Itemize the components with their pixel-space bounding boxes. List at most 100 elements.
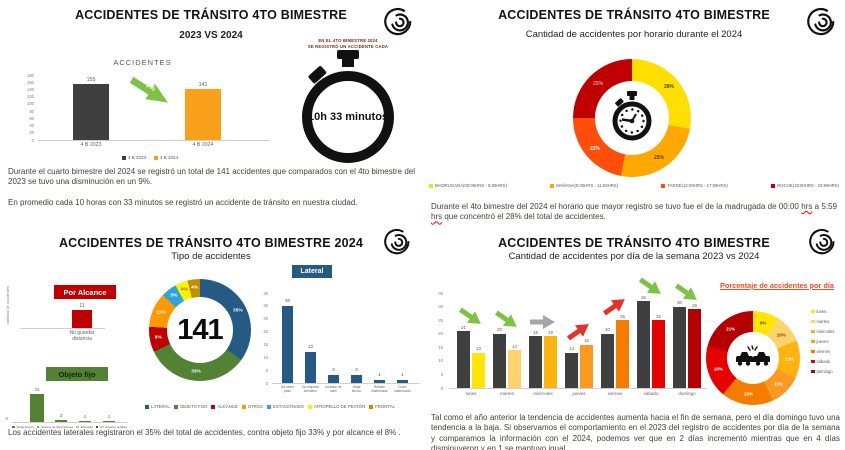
bar xyxy=(282,305,293,383)
tipo-legend: LATERAL OBJETO FIJO ALCANCE OTROS ESTACIONAD… xyxy=(120,404,420,409)
legend-swatch xyxy=(76,425,79,429)
legend-swatch xyxy=(121,155,126,160)
legend-label: OTROS xyxy=(247,404,264,409)
bar-category: No ceder paso xyxy=(281,385,294,393)
stopwatch-caption: EN EL 4TO BIMESTRE 2024 SE REGISTRÓ UN A… xyxy=(292,38,404,51)
legend-swatch xyxy=(308,404,313,409)
text-run: que concentró el 28% del total de accide… xyxy=(442,212,606,222)
y-tick: 120 xyxy=(27,94,34,100)
bar-value: 13 xyxy=(476,346,481,352)
donut-segment-label: 8% xyxy=(154,335,162,341)
bar-value: 20 xyxy=(605,327,610,333)
stopwatch-caption-line1: EN EL 4TO BIMESTRE 2024 xyxy=(318,38,378,43)
clock-stopwatch-icon xyxy=(609,90,655,147)
legend-item: NOCHE(18:00HRS - 23:59HRS) xyxy=(771,183,839,188)
trend-arrow-down xyxy=(672,279,702,307)
legend-item: viernes xyxy=(811,349,834,354)
legend-swatch xyxy=(145,404,150,409)
bar-value: 32 xyxy=(641,294,646,300)
y-tick: 0 xyxy=(440,385,443,391)
page-subtitle: Tipo de accidentes xyxy=(171,251,251,262)
bar xyxy=(79,421,91,422)
bar-category: 4 B 2023 xyxy=(80,142,102,148)
bar-2024 xyxy=(652,320,665,388)
bar-value: 25 xyxy=(620,313,625,319)
axis-baseline xyxy=(12,422,128,423)
callout-lateral: Lateral xyxy=(292,265,332,278)
bar-2024 xyxy=(580,344,593,388)
bar-2023 xyxy=(493,333,506,388)
weekday-label: miércoles xyxy=(533,391,553,396)
trend-arrow-up xyxy=(564,317,594,345)
donut-segment-label: 35% xyxy=(233,308,243,314)
weekday-label: lunes xyxy=(465,391,477,396)
y-tick: 30 xyxy=(263,303,268,309)
bar-value: 12 xyxy=(307,345,314,351)
bar-value: 19 xyxy=(548,329,553,335)
legend-label: jueves xyxy=(816,339,829,344)
objeto-fijo-mini-chart: 41 3 1 1 xyxy=(0,380,140,428)
legend-swatch xyxy=(811,339,815,344)
page-title: ACCIDENTES DE TRÁNSITO 4TO BIMESTRE xyxy=(498,236,770,250)
axis-baseline xyxy=(449,388,707,389)
weekday-grouped-bar-chart: 0 5 10 15 20 25 30 35 21 13 lunes 20 14 martes 19 19 mié… xyxy=(431,277,721,400)
y-tick: 35 xyxy=(263,290,268,296)
y-tick: 20 xyxy=(263,329,268,335)
donut-hole xyxy=(727,332,779,384)
y-tick: 40 xyxy=(29,123,34,129)
text-run: a 5:59 xyxy=(812,202,837,211)
legend-swatch xyxy=(369,404,374,409)
bar-value: 41 xyxy=(34,387,40,393)
legend-swatch xyxy=(811,319,815,324)
legend-label: Viraje brusco xyxy=(16,425,34,429)
bar-category: Invasión de carril xyxy=(325,385,342,393)
y-tick: 25 xyxy=(438,317,443,323)
bar xyxy=(397,380,408,383)
legend-item: TARDE(12:00HRS - 17:59HRS) xyxy=(661,183,728,188)
summary-paragraph: Durante el 4to bimestre del 2024 el hora… xyxy=(431,202,837,223)
legend-swatch xyxy=(811,369,815,374)
bar-value: 1 xyxy=(83,414,87,420)
legend-swatch xyxy=(267,404,272,409)
legend-item: ATROPELLO DE PEATÓN xyxy=(308,404,365,409)
summary-paragraph: Los accidentes laterales registraron el … xyxy=(8,428,401,437)
legend-item: No respetar señales xyxy=(95,425,127,429)
legend-item: miércoles xyxy=(811,329,834,334)
bar-category: No respetar semáforo xyxy=(302,385,319,393)
donut-segment-label: 5% xyxy=(170,293,178,299)
legend-label: OBJETO FIJO xyxy=(179,404,208,409)
swirl-logo-icon xyxy=(809,227,837,262)
legend-item: ESTACIONADO xyxy=(267,404,304,409)
legend-label: Ebriedad xyxy=(80,425,93,429)
callout-objeto-fijo: Objeto fijo xyxy=(46,367,108,381)
weekday-label: martes xyxy=(500,391,514,396)
y-tick: 25 xyxy=(263,316,268,322)
donut-title: Porcentaje de accidentes por día xyxy=(720,281,834,290)
donut-segment-label: 11% xyxy=(156,310,166,316)
bar-category: No guardar distancia xyxy=(69,330,95,342)
bar-value: 16 xyxy=(584,338,589,344)
legend-label: ATROPELLO DE PEATÓN xyxy=(314,404,366,409)
panel-2023-vs-2024: ACCIDENTES DE TRÁNSITO 4TO BIMESTRE 2023… xyxy=(0,0,422,225)
y-tick: 10 xyxy=(438,358,443,364)
y-tick: 15 xyxy=(263,341,268,347)
legend-label: miércoles xyxy=(816,329,835,334)
page-title: ACCIDENTES DE TRÁNSITO 4TO BIMESTRE xyxy=(498,8,770,22)
legend-item: MAÑANA(6:00HRS - 11:59HRS) xyxy=(550,183,618,188)
y-tick: 140 xyxy=(27,86,34,92)
trend-arrow-down xyxy=(636,273,666,301)
bar xyxy=(305,352,316,383)
y-tick: 5 xyxy=(265,367,268,373)
bar-2023 xyxy=(673,306,686,388)
bar-value: 25 xyxy=(656,313,661,319)
legend-item: OBJETO FIJO xyxy=(173,404,208,409)
trend-arrow-down xyxy=(492,306,522,334)
legend-swatch xyxy=(661,183,666,188)
bar-category: Cruce inadecuado xyxy=(394,385,411,393)
legend-item: 4 B 2024 xyxy=(154,155,178,160)
donut-segment-label: 25% xyxy=(653,154,664,161)
car-crash-icon xyxy=(735,344,771,373)
bar-2023 xyxy=(457,331,470,388)
trend-arrow-up xyxy=(600,292,630,320)
legend-item: domingo xyxy=(811,369,834,374)
